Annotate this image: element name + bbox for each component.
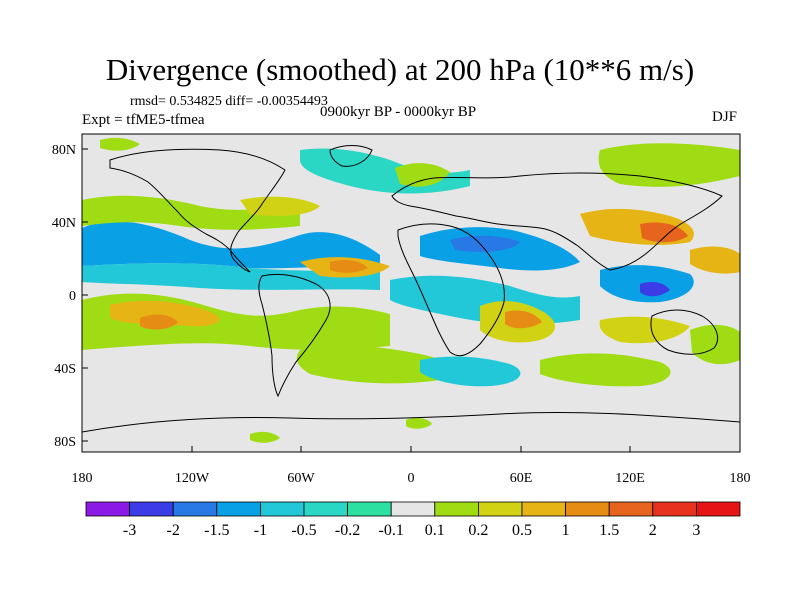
- lon-label: 120E: [615, 471, 645, 486]
- colorbar-label: 0.2: [468, 522, 488, 539]
- colorbar-swatch: [477, 501, 523, 517]
- season-label: DJF: [712, 109, 738, 125]
- lat-label: 40S: [54, 362, 76, 377]
- lon-label: 0: [408, 471, 415, 486]
- lon-label: 180: [72, 471, 93, 486]
- plot-title: Divergence (smoothed) at 200 hPa (10**6 …: [105, 52, 695, 87]
- experiment-label: Expt = tfME5-tfmea: [82, 112, 205, 128]
- colorbar-label: -0.1: [379, 522, 404, 539]
- lon-label: 60W: [287, 471, 315, 486]
- colorbar-label: 3: [692, 522, 700, 539]
- lat-label: 80S: [54, 435, 76, 450]
- coastlines: [82, 145, 740, 433]
- colorbar-swatch: [390, 501, 436, 517]
- coastline-greenland: [329, 145, 373, 167]
- lat-label: 0: [69, 289, 76, 304]
- colorbar-swatch: [434, 501, 479, 517]
- colorbar-swatch: [216, 501, 261, 517]
- colorbar-swatch: [521, 501, 566, 517]
- coastline-antarctica: [82, 411, 740, 433]
- colorbar-swatch: [85, 501, 130, 517]
- period-label: 0900kyr BP - 0000kyr BP: [320, 104, 477, 120]
- field-blob: [330, 260, 368, 273]
- colorbar-label: 1: [562, 522, 570, 539]
- colorbar-swatch: [129, 501, 174, 517]
- field-blob: [406, 417, 432, 429]
- colorbar-label: -0.2: [335, 522, 360, 539]
- colorbar-swatch: [608, 501, 654, 517]
- colorbar-swatch: [565, 501, 610, 517]
- field-blob: [100, 137, 140, 151]
- colorbar-label: 2: [649, 522, 657, 539]
- colorbar-label: 1.5: [599, 522, 619, 539]
- colorbar: -3 -2 -1.5 -1 -0.5 -0.2 -0.1 0.1 0.2 0.5 1 1.5 2 3: [85, 501, 741, 539]
- field-blob: [690, 246, 740, 274]
- colorbar-swatch: [652, 501, 697, 517]
- lat-label: 80N: [52, 143, 76, 158]
- coastline-africa: [397, 223, 505, 357]
- colorbar-label: 0.1: [425, 522, 445, 539]
- field-blob: [505, 310, 542, 329]
- field-blob: [82, 221, 380, 272]
- colorbar-swatch: [347, 501, 392, 517]
- stats-line: rmsd= 0.534825 diff= -0.00354493: [130, 94, 328, 109]
- colorbar-swatch: [172, 501, 218, 517]
- colorbar-swatch: [303, 501, 348, 517]
- colorbar-label: -1: [254, 522, 267, 539]
- field-blob: [296, 345, 455, 384]
- colorbar-label: 0.5: [512, 522, 532, 539]
- field-blob: [240, 196, 320, 216]
- field-blob: [450, 235, 520, 252]
- field-blob: [82, 195, 300, 230]
- lon-label: 120W: [175, 471, 210, 486]
- lat-label: 40N: [52, 216, 76, 231]
- lon-label: 60E: [510, 471, 533, 486]
- field-blob: [690, 324, 740, 365]
- colorbar-label: -0.5: [291, 522, 316, 539]
- field-blob: [140, 314, 178, 330]
- map-ticks: [81, 148, 741, 452]
- field-blob: [640, 282, 670, 297]
- coastline-europe-asia: [391, 172, 723, 271]
- colorbar-label: -3: [123, 522, 136, 539]
- coastline-australia: [650, 309, 718, 355]
- field-blob: [250, 431, 280, 443]
- colorbar-label: -1.5: [204, 522, 229, 539]
- field-blob: [110, 300, 220, 327]
- field-blob: [82, 263, 380, 290]
- lon-label: 180: [730, 471, 751, 486]
- divergence-field: [82, 137, 740, 443]
- colorbar-swatch: [696, 501, 741, 517]
- colorbar-swatch: [259, 501, 305, 517]
- colorbar-label: -2: [167, 522, 180, 539]
- coastline-south-america: [258, 273, 331, 398]
- field-blob: [540, 353, 671, 387]
- field-blob: [599, 316, 690, 344]
- coastline-north-america: [109, 148, 286, 273]
- field-blob: [420, 356, 521, 387]
- field-blob: [395, 163, 450, 187]
